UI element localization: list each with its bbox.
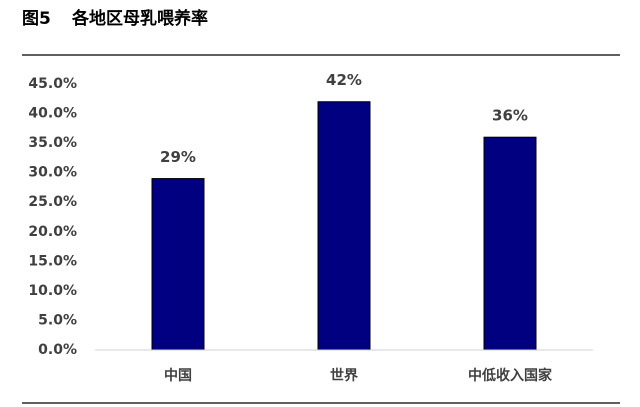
bar bbox=[317, 101, 371, 351]
y-tick-label: 35.0% bbox=[28, 135, 77, 151]
bar bbox=[151, 178, 205, 351]
value-label: 29% bbox=[160, 148, 196, 166]
figure-number: 图5 bbox=[22, 9, 51, 29]
y-tick-label: 0.0% bbox=[38, 342, 77, 358]
value-label: 36% bbox=[492, 107, 528, 125]
y-tick-label: 45.0% bbox=[28, 76, 77, 92]
value-label: 42% bbox=[326, 71, 362, 89]
y-tick-label: 20.0% bbox=[28, 224, 77, 240]
chart-title: 各地区母乳喂养率 bbox=[71, 8, 208, 29]
x-tick-label: 中国 bbox=[164, 367, 192, 384]
y-tick-label: 10.0% bbox=[28, 283, 77, 299]
y-tick-label: 40.0% bbox=[28, 106, 77, 122]
y-tick-label: 30.0% bbox=[28, 165, 77, 181]
bar bbox=[483, 136, 537, 351]
y-tick-label: 5.0% bbox=[38, 312, 77, 328]
x-tick-label: 中低收入国家 bbox=[468, 367, 553, 384]
x-tick-label: 世界 bbox=[330, 367, 359, 384]
y-tick-label: 25.0% bbox=[28, 194, 77, 210]
y-tick-label: 15.0% bbox=[28, 253, 77, 269]
